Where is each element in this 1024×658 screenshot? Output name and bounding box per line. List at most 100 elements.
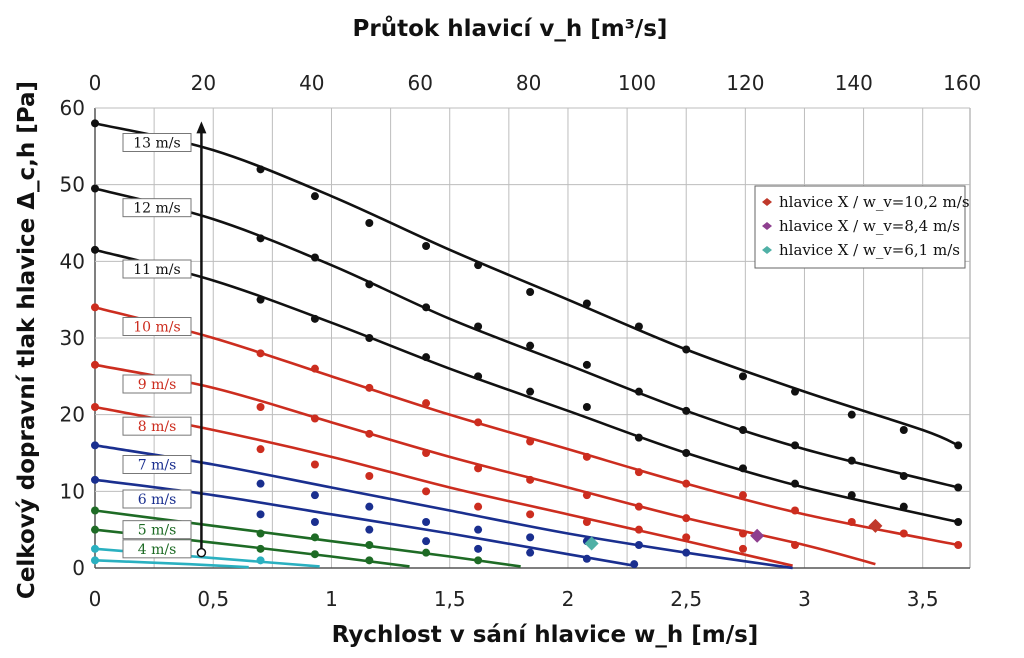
series-line-9-m-s	[94, 363, 876, 566]
data-point	[526, 288, 535, 296]
series-label-box	[122, 539, 192, 559]
x-tick-label: 0	[89, 587, 102, 611]
data-point	[847, 518, 856, 526]
data-point	[474, 372, 483, 381]
data-point	[682, 479, 691, 488]
data-point	[474, 464, 483, 473]
series-label-box	[122, 416, 192, 436]
series-label-box	[122, 489, 192, 509]
data-point	[847, 491, 856, 500]
data-point	[365, 280, 374, 289]
legend-box	[754, 185, 966, 269]
data-point	[474, 322, 483, 331]
data-point	[91, 119, 99, 128]
data-point	[738, 491, 747, 500]
series-label-box	[122, 198, 192, 218]
data-point	[954, 541, 963, 549]
data-point	[422, 242, 431, 250]
data-point	[682, 345, 691, 354]
highlight-markers	[584, 518, 883, 551]
data-point	[791, 441, 799, 450]
data-point	[91, 525, 99, 534]
data-point	[738, 372, 747, 381]
x-tick-label: 1	[325, 587, 338, 611]
data-point	[526, 387, 535, 396]
data-point	[526, 510, 535, 519]
data-point	[899, 426, 908, 434]
data-point	[474, 556, 483, 565]
y-tick-label: 30	[60, 326, 85, 350]
x-tick-label: 2	[562, 587, 575, 611]
data-point	[682, 533, 691, 542]
data-point	[310, 550, 319, 559]
data-point	[422, 449, 431, 457]
legend-marker	[762, 222, 772, 230]
series-label-box	[122, 374, 192, 394]
data-point	[310, 314, 319, 323]
data-point	[474, 544, 483, 553]
data-point	[634, 433, 643, 442]
data-point	[582, 299, 591, 308]
series-label: 6 m/s	[138, 492, 177, 508]
data-point	[91, 403, 99, 411]
data-point	[630, 560, 639, 569]
series-label: 5 m/s	[138, 523, 177, 539]
series-label: 4 m/s	[138, 542, 177, 558]
series-label-box	[122, 520, 192, 540]
legend-marker	[762, 198, 772, 206]
data-point	[91, 475, 99, 484]
data-point	[474, 502, 483, 511]
series-line-6-m-s	[94, 478, 635, 567]
x2-tick-label: 40	[299, 71, 324, 95]
data-point	[791, 506, 799, 515]
x-axis-title: Rychlost v sání hlavice w_h [m/s]	[332, 622, 759, 648]
x2-tick-label: 100	[618, 71, 656, 95]
data-point	[365, 541, 374, 549]
x-tick-label: 2,5	[670, 587, 702, 611]
y-axis-title: Celkový dopravní tlak hlavice Δ_c,h [Pa]	[14, 81, 40, 599]
arrow-head	[196, 121, 207, 134]
data-point	[256, 165, 265, 174]
data-point	[422, 548, 431, 557]
data-point	[899, 529, 908, 538]
x2-tick-label: 80	[516, 71, 541, 95]
series-label-box	[122, 133, 192, 152]
data-point	[847, 456, 856, 465]
data-point	[91, 441, 99, 450]
data-point	[738, 529, 747, 538]
series-label: 13 m/s	[133, 136, 180, 152]
data-point	[682, 514, 691, 523]
data-point	[365, 472, 374, 480]
data-point	[634, 525, 643, 534]
data-point	[91, 184, 99, 193]
data-point	[310, 253, 319, 262]
y-tick-label: 60	[60, 96, 85, 120]
data-point	[310, 414, 319, 423]
x2-tick-label: 160	[943, 71, 981, 95]
series-line-11-m-s	[94, 248, 959, 524]
data-point	[256, 295, 265, 304]
axis-titles: Průtok hlavicí v_h [m³/s] Rychlost v sání…	[14, 15, 758, 648]
data-point	[526, 533, 535, 542]
data-point	[634, 322, 643, 331]
data-point	[91, 506, 99, 515]
data-point	[422, 518, 431, 526]
data-point	[899, 502, 908, 511]
series-label: 12 m/s	[133, 201, 180, 217]
arrow-tail	[196, 547, 207, 558]
data-point	[954, 441, 963, 450]
data-point	[526, 341, 535, 350]
data-point	[474, 525, 483, 534]
data-point	[310, 364, 319, 373]
data-point	[310, 533, 319, 542]
data-point	[91, 544, 99, 553]
marker-diamond	[750, 528, 765, 543]
data-point	[256, 403, 265, 411]
data-point	[582, 403, 591, 411]
data-point	[256, 445, 265, 454]
data-point	[256, 529, 265, 538]
data-point	[791, 479, 799, 488]
series-label-box	[122, 455, 192, 474]
data-point	[791, 387, 799, 396]
